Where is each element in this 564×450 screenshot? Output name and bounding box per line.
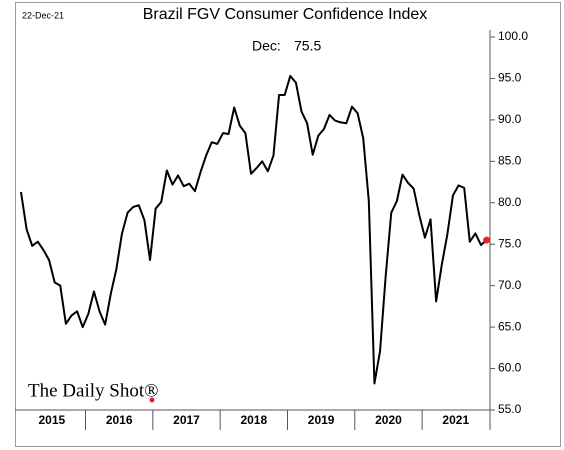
source-watermark: The Daily Shot® bbox=[28, 380, 159, 401]
x-tick-label: 2021 bbox=[442, 413, 469, 427]
y-tick-label: 95.0 bbox=[498, 71, 522, 85]
y-tick-label: 60.0 bbox=[498, 361, 522, 375]
y-tick-label: 70.0 bbox=[498, 278, 522, 292]
x-tick-label: 2015 bbox=[39, 413, 66, 427]
annotation-value: 75.5 bbox=[294, 38, 321, 54]
y-tick-label: 55.0 bbox=[498, 402, 522, 416]
data-line bbox=[20, 74, 488, 385]
chart-title: Brazil FGV Consumer Confidence Index bbox=[143, 6, 428, 23]
x-tick-label: 2017 bbox=[173, 413, 200, 427]
chart-frame bbox=[15, 2, 561, 447]
x-tick-label: 2018 bbox=[240, 413, 267, 427]
y-tick-label: 85.0 bbox=[498, 154, 522, 168]
last-point bbox=[483, 236, 491, 244]
y-tick-label: 80.0 bbox=[498, 195, 522, 209]
date-note: 22-Dec-21 bbox=[22, 10, 64, 20]
annotation: Dec: bbox=[252, 38, 281, 54]
y-tick-label: 65.0 bbox=[498, 319, 522, 333]
x-tick-label: 2016 bbox=[106, 413, 133, 427]
x-tick-label: 2019 bbox=[308, 413, 335, 427]
y-tick-label: 75.0 bbox=[498, 236, 522, 250]
watermark-dot bbox=[149, 397, 155, 403]
y-tick-label: 90.0 bbox=[498, 112, 522, 126]
x-tick-label: 2020 bbox=[375, 413, 402, 427]
y-tick-label: 100.0 bbox=[498, 29, 528, 43]
